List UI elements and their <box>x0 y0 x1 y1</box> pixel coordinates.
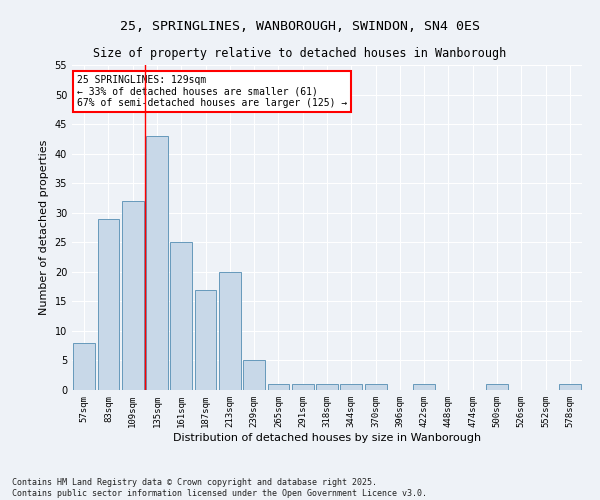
Text: 25 SPRINGLINES: 129sqm
← 33% of detached houses are smaller (61)
67% of semi-det: 25 SPRINGLINES: 129sqm ← 33% of detached… <box>77 74 347 108</box>
Text: Size of property relative to detached houses in Wanborough: Size of property relative to detached ho… <box>94 48 506 60</box>
Bar <box>292 384 314 390</box>
Bar <box>243 360 265 390</box>
Bar <box>486 384 508 390</box>
Bar <box>365 384 386 390</box>
Bar <box>340 384 362 390</box>
Text: Contains HM Land Registry data © Crown copyright and database right 2025.
Contai: Contains HM Land Registry data © Crown c… <box>12 478 427 498</box>
Bar <box>122 201 143 390</box>
Y-axis label: Number of detached properties: Number of detached properties <box>39 140 49 315</box>
Bar <box>559 384 581 390</box>
Bar <box>413 384 435 390</box>
Bar <box>316 384 338 390</box>
Bar <box>97 218 119 390</box>
Bar <box>194 290 217 390</box>
Text: 25, SPRINGLINES, WANBOROUGH, SWINDON, SN4 0ES: 25, SPRINGLINES, WANBOROUGH, SWINDON, SN… <box>120 20 480 33</box>
Bar <box>170 242 192 390</box>
Bar <box>146 136 168 390</box>
Bar <box>268 384 289 390</box>
Bar <box>73 342 95 390</box>
Bar <box>219 272 241 390</box>
X-axis label: Distribution of detached houses by size in Wanborough: Distribution of detached houses by size … <box>173 432 481 442</box>
